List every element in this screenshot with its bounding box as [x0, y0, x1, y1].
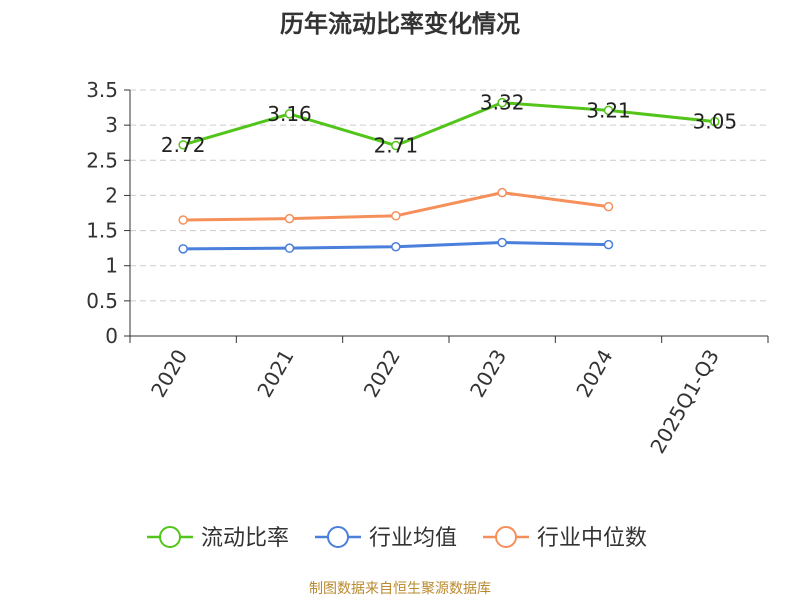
data-point	[603, 201, 614, 212]
legend-swatch-marker	[495, 526, 517, 548]
y-tick-label: 1.5	[86, 219, 118, 243]
series-lines	[178, 97, 720, 254]
data-point	[178, 140, 188, 150]
data-point	[710, 116, 720, 127]
data-point	[178, 244, 188, 254]
data-point	[603, 239, 614, 250]
data-label: 3.05	[693, 110, 738, 134]
y-tick-label: 1	[105, 254, 118, 278]
data-point	[178, 215, 188, 225]
data-label: 2.72	[161, 133, 206, 157]
data-point	[284, 243, 295, 253]
data-labels: 2.72 3.16 2.71 3.32 3.21 3.05	[161, 91, 737, 158]
y-tick-label: 3	[105, 113, 118, 137]
legend-label: 流动比率	[201, 526, 289, 551]
source-footer: 制图数据来自恒生聚源数据库	[309, 581, 491, 597]
y-tick-label: 0.5	[86, 289, 118, 313]
y-tick-label: 3.5	[86, 78, 118, 102]
x-tick-label: 2020	[146, 345, 192, 401]
legend-label: 行业中位数	[537, 526, 647, 551]
data-point	[391, 241, 401, 252]
x-tick-label: 2025Q1-Q3	[645, 345, 724, 457]
data-point	[497, 237, 507, 248]
x-tick-label: 2024	[571, 345, 617, 401]
legend-swatch-marker	[159, 526, 181, 548]
data-label: 3.32	[480, 91, 525, 115]
legend: 流动比率 行业均值 行业中位数	[147, 526, 647, 551]
y-tick-label: 2	[105, 183, 118, 207]
x-tick-label: 2021	[252, 345, 298, 401]
series-line	[182, 101, 715, 148]
data-point	[284, 109, 295, 119]
chart-title: 历年流动比率变化情况	[280, 10, 520, 38]
y-tick-label: 2.5	[86, 148, 118, 172]
data-point	[391, 211, 401, 221]
x-tick-label: 2023	[465, 345, 511, 401]
data-label: 3.21	[586, 98, 631, 122]
data-point	[284, 213, 295, 224]
data-label: 3.16	[267, 102, 312, 126]
data-point	[391, 140, 401, 151]
x-tick-label: 2022	[359, 345, 405, 401]
grid-lines	[130, 89, 768, 302]
data-point	[497, 187, 507, 198]
legend-swatch-marker	[327, 526, 349, 548]
data-label: 2.71	[374, 134, 419, 158]
legend-label: 行业均值	[369, 526, 457, 551]
data-point	[497, 97, 507, 108]
data-point	[603, 105, 614, 116]
y-tick-label: 0	[105, 324, 118, 348]
